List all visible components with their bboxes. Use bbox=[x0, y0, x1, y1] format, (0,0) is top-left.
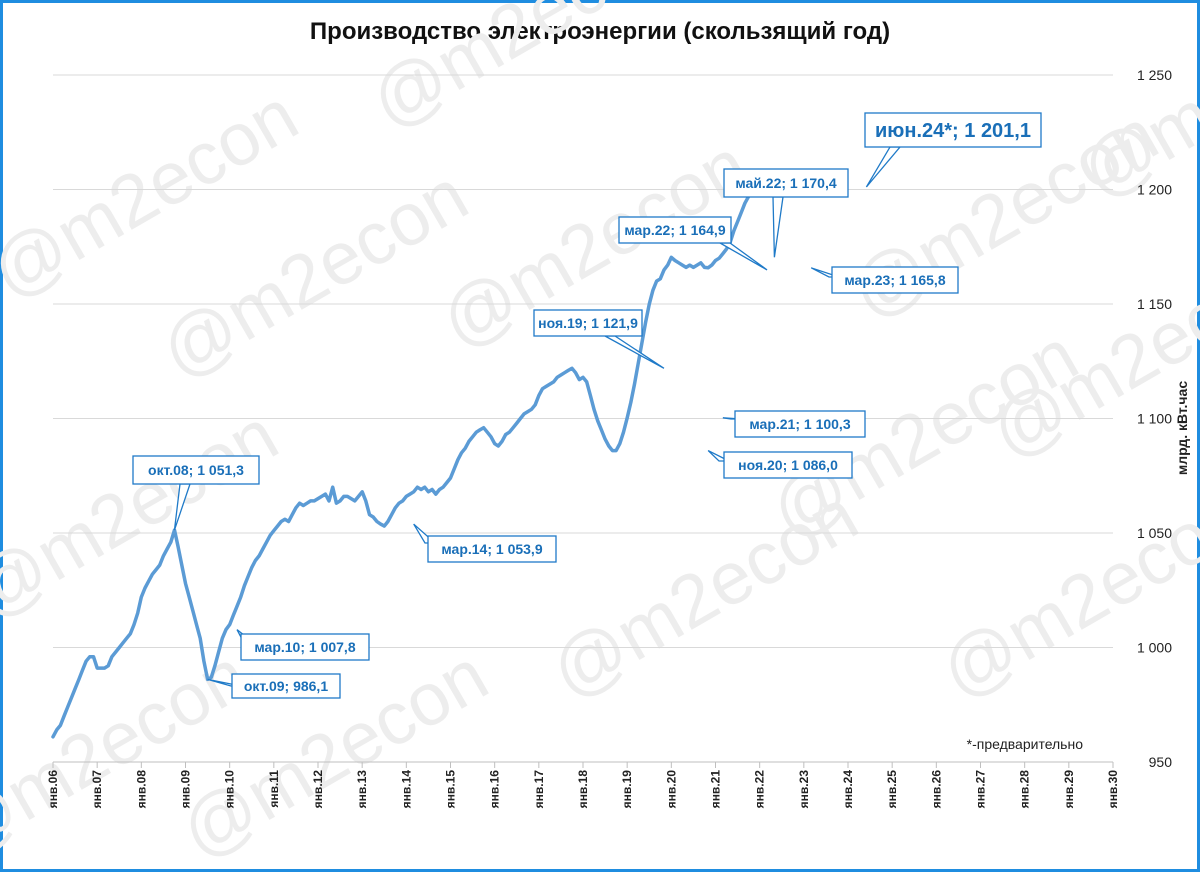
x-tick-label: янв.30 bbox=[1106, 770, 1120, 809]
x-tick-label: янв.08 bbox=[134, 770, 148, 809]
callout-label: май.22; 1 170,4 bbox=[735, 175, 837, 191]
callout-box bbox=[240, 633, 370, 661]
y-tick-label: 1 200 bbox=[1137, 182, 1172, 198]
callout-label: мар.10; 1 007,8 bbox=[254, 639, 355, 655]
callout: окт.08; 1 051,3 bbox=[132, 455, 260, 531]
callout-box bbox=[864, 112, 1042, 148]
callout: мар.21; 1 100,3 bbox=[722, 410, 866, 438]
callout-label: мар.22; 1 164,9 bbox=[624, 222, 725, 238]
x-tick-label: янв.13 bbox=[355, 770, 369, 809]
x-tick-label: янв.25 bbox=[885, 770, 899, 809]
callout-label: окт.09; 986,1 bbox=[244, 678, 328, 694]
x-tick-label: янв.09 bbox=[179, 770, 193, 809]
callout-box bbox=[533, 309, 643, 337]
grid-lines bbox=[53, 74, 1113, 648]
callout-label: ноя.19; 1 121,9 bbox=[538, 315, 638, 331]
watermark-text: @m2econ bbox=[0, 393, 291, 634]
x-tick-label: янв.16 bbox=[488, 770, 502, 809]
callout-label: мар.23; 1 165,8 bbox=[844, 272, 945, 288]
callout: мар.10; 1 007,8 bbox=[236, 629, 370, 661]
x-tick-label: янв.12 bbox=[311, 770, 325, 809]
callout-box bbox=[831, 266, 959, 294]
callout: ноя.20; 1 086,0 bbox=[707, 449, 853, 479]
y-tick-label: 1 250 bbox=[1137, 67, 1172, 83]
x-tick-label: янв.23 bbox=[797, 770, 811, 809]
callout-pointer bbox=[865, 146, 902, 188]
x-tick-label: янв.18 bbox=[576, 770, 590, 809]
y-tick-label: 1 050 bbox=[1137, 525, 1172, 541]
series-line bbox=[51, 185, 766, 739]
callout-box bbox=[723, 451, 853, 479]
x-tick-label: янв.29 bbox=[1062, 770, 1076, 809]
callout: июн.24*; 1 201,1 bbox=[864, 112, 1042, 188]
callout: мар.23; 1 165,8 bbox=[810, 266, 959, 294]
x-tick-label: янв.28 bbox=[1018, 770, 1032, 809]
y-axis-ticks: 950 1 000 1 050 1 100 1 150 1 200 1 250 bbox=[1137, 67, 1172, 770]
x-tick-label: янв.11 bbox=[267, 770, 281, 808]
callout-box bbox=[734, 410, 866, 438]
callout-label: окт.08; 1 051,3 bbox=[148, 462, 244, 478]
watermark-text: @m2econ bbox=[357, 0, 692, 144]
callout-layer: окт.08; 1 051,3 окт.09; 986,1 мар.10; 1 00… bbox=[132, 112, 1042, 699]
callout-pointer bbox=[604, 335, 665, 369]
x-tick-label: янв.06 bbox=[46, 770, 60, 809]
x-tick-label: янв.10 bbox=[223, 770, 237, 809]
preliminary-note: *-предварительно bbox=[967, 736, 1084, 752]
callout-pointer bbox=[717, 242, 768, 271]
callout-label: мар.21; 1 100,3 bbox=[749, 416, 850, 432]
x-tick-label: янв.19 bbox=[620, 770, 634, 809]
callout-label: мар.14; 1 053,9 bbox=[441, 541, 542, 557]
x-tick-label: янв.27 bbox=[974, 770, 988, 809]
y-tick-label: 1 000 bbox=[1137, 640, 1172, 656]
x-tick-label: янв.15 bbox=[444, 770, 458, 809]
y-axis-label: млрд. кВт.час bbox=[1174, 381, 1190, 475]
x-tick-label: янв.26 bbox=[929, 770, 943, 809]
callout-box bbox=[231, 673, 341, 699]
callout: мар.14; 1 053,9 bbox=[413, 523, 557, 563]
x-axis: янв.06 янв.07 янв.08 янв.09 янв.10 янв.11 янв.… bbox=[46, 761, 1120, 809]
callout-label: июн.24*; 1 201,1 bbox=[875, 120, 1031, 142]
x-tick-label: янв.17 bbox=[532, 770, 546, 809]
callout-label: ноя.20; 1 086,0 bbox=[738, 457, 838, 473]
callout-box bbox=[132, 455, 260, 485]
callout-pointer bbox=[772, 196, 784, 258]
callout: мар.22; 1 164,9 bbox=[618, 216, 768, 271]
watermark-text: @m2econ bbox=[927, 473, 1200, 714]
callout-box bbox=[618, 216, 732, 244]
x-tick-label: янв.14 bbox=[399, 770, 413, 809]
callout: ноя.19; 1 121,9 bbox=[533, 309, 665, 369]
callout: окт.09; 986,1 bbox=[207, 673, 341, 699]
x-tick-label: янв.22 bbox=[753, 770, 767, 809]
x-tick-label: янв.20 bbox=[664, 770, 678, 809]
x-tick-label: янв.24 bbox=[841, 770, 855, 809]
y-tick-label: 950 bbox=[1149, 754, 1173, 770]
chart-title: Производство электроэнергии (скользящий … bbox=[309, 18, 891, 45]
y-tick-label: 1 150 bbox=[1137, 296, 1172, 312]
x-tick-label: янв.07 bbox=[90, 770, 104, 809]
callout: май.22; 1 170,4 bbox=[723, 168, 849, 258]
x-tick-label: янв.21 bbox=[709, 770, 723, 809]
y-tick-label: 1 100 bbox=[1137, 411, 1172, 427]
callout-box bbox=[427, 535, 557, 563]
callout-box bbox=[723, 168, 849, 198]
